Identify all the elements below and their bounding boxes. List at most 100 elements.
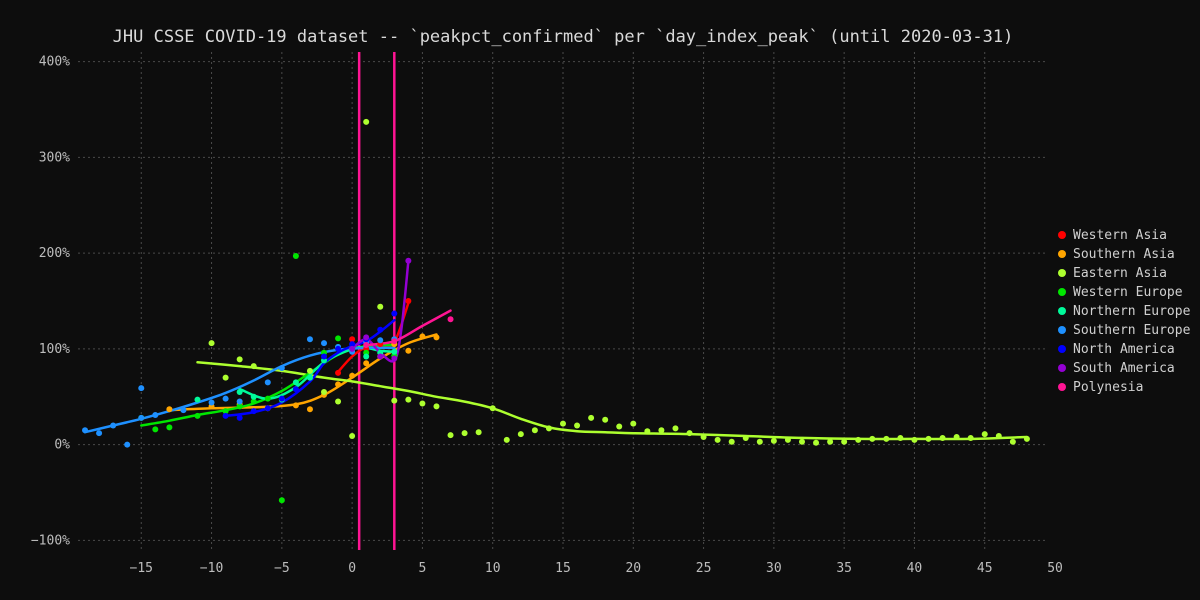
- data-point-southern-europe: [138, 414, 145, 421]
- data-point-north-america: [236, 414, 243, 421]
- data-point-eastern-asia: [503, 436, 510, 443]
- x-tick-label: −5: [274, 561, 290, 576]
- data-point-eastern-asia: [433, 403, 440, 410]
- data-point-southern-europe: [82, 427, 89, 434]
- y-axis: −100% 0% 100% 200% 300% 400%: [31, 55, 70, 549]
- data-point-southern-europe: [222, 395, 229, 402]
- data-point-eastern-asia: [602, 416, 609, 423]
- data-point-north-america: [349, 341, 356, 348]
- data-point-southern-asia: [349, 372, 356, 379]
- y-tick-label: 400%: [39, 55, 70, 70]
- data-point-eastern-asia: [335, 398, 342, 405]
- data-point-southern-europe: [180, 407, 187, 414]
- data-point-western-europe: [264, 395, 271, 402]
- data-point-eastern-asia: [827, 438, 834, 445]
- legend-marker-northern-europe: [1058, 307, 1066, 315]
- data-point-western-asia: [335, 369, 342, 376]
- vertical-lines: [357, 52, 396, 550]
- data-point-eastern-asia: [784, 436, 791, 443]
- x-tick-label: 45: [977, 561, 993, 576]
- legend-marker-southern-asia: [1058, 250, 1066, 258]
- data-point-southern-asia: [405, 347, 412, 354]
- data-point-southern-europe: [152, 411, 159, 418]
- legend-label-western-europe: Western Europe: [1073, 285, 1183, 300]
- data-point-southern-asia: [306, 406, 313, 413]
- data-point-western-europe: [166, 424, 173, 431]
- data-point-western-europe: [236, 403, 243, 410]
- data-point-north-america: [391, 310, 398, 317]
- data-point-eastern-asia: [574, 422, 581, 429]
- legend-marker-western-europe: [1058, 288, 1066, 296]
- data-point-north-america: [222, 412, 229, 419]
- data-point-eastern-asia: [419, 400, 426, 407]
- data-point-southern-asia: [363, 360, 370, 367]
- data-point-western-asia: [349, 336, 356, 343]
- data-point-eastern-asia: [236, 356, 243, 363]
- legend-label-western-asia: Western Asia: [1073, 228, 1167, 243]
- x-tick-label: −15: [130, 561, 153, 576]
- data-point-eastern-asia: [700, 433, 707, 440]
- x-axis: −15 −10 −5 0 5 10 15 20 25 30 35 40 45 50: [130, 561, 1063, 576]
- data-point-eastern-asia: [911, 436, 918, 443]
- data-point-eastern-asia: [475, 429, 482, 436]
- legend-marker-north-america: [1058, 345, 1066, 353]
- data-point-southern-asia: [419, 333, 426, 340]
- data-point-western-europe: [335, 335, 342, 342]
- data-point-eastern-asia: [967, 434, 974, 441]
- data-point-eastern-asia: [321, 388, 328, 395]
- data-point-southern-europe: [321, 340, 328, 347]
- data-point-western-europe: [250, 398, 257, 405]
- data-point-northern-europe: [194, 396, 201, 403]
- data-point-eastern-asia: [658, 427, 665, 434]
- x-tick-label: −10: [200, 561, 223, 576]
- data-point-southern-europe: [236, 398, 243, 405]
- data-point-eastern-asia: [363, 118, 370, 125]
- data-point-eastern-asia: [616, 423, 623, 430]
- legend-label-southern-asia: Southern Asia: [1073, 247, 1175, 262]
- data-point-western-europe: [278, 497, 285, 504]
- x-tick-label: 25: [696, 561, 712, 576]
- data-point-southern-europe: [377, 337, 384, 344]
- x-tick-label: 40: [907, 561, 923, 576]
- data-point-eastern-asia: [869, 435, 876, 442]
- data-point-eastern-asia: [686, 430, 693, 437]
- x-tick-label: 35: [836, 561, 852, 576]
- data-point-north-america: [335, 345, 342, 352]
- legend-label-north-america: North America: [1073, 342, 1175, 357]
- data-point-eastern-asia: [208, 340, 215, 347]
- x-tick-label: 5: [419, 561, 427, 576]
- x-tick-label: 10: [485, 561, 501, 576]
- data-point-eastern-asia: [560, 420, 566, 427]
- data-point-eastern-asia: [377, 303, 384, 310]
- data-point-southern-asia: [292, 402, 299, 409]
- data-point-eastern-asia: [531, 427, 538, 434]
- data-point-eastern-asia: [391, 397, 398, 404]
- data-point-northern-europe: [306, 374, 313, 381]
- data-point-south-america: [405, 257, 412, 264]
- scatter-points: [82, 118, 1030, 504]
- data-point-south-america: [363, 334, 370, 341]
- data-point-eastern-asia: [250, 363, 257, 370]
- data-point-eastern-asia: [405, 396, 412, 403]
- data-point-eastern-asia: [995, 433, 1002, 440]
- data-point-eastern-asia: [349, 433, 356, 440]
- data-point-eastern-asia: [588, 414, 595, 421]
- data-point-eastern-asia: [306, 367, 313, 374]
- x-tick-label: 50: [1047, 561, 1063, 576]
- data-point-southern-europe: [278, 365, 285, 372]
- y-tick-label: 0%: [54, 438, 70, 453]
- data-point-eastern-asia: [447, 432, 454, 439]
- y-tick-label: 300%: [39, 150, 70, 165]
- grid: [78, 52, 1048, 550]
- data-point-polynesia: [447, 316, 454, 323]
- data-point-eastern-asia: [925, 435, 932, 442]
- data-point-eastern-asia: [714, 436, 721, 443]
- data-point-eastern-asia: [841, 438, 848, 445]
- data-point-south-america: [377, 353, 384, 360]
- data-point-eastern-asia: [1009, 438, 1016, 445]
- data-point-south-america: [349, 345, 356, 352]
- legend-label-south-america: South America: [1073, 361, 1175, 376]
- legend-label-northern-europe: Northern Europe: [1073, 304, 1191, 319]
- data-point-eastern-asia: [813, 439, 820, 446]
